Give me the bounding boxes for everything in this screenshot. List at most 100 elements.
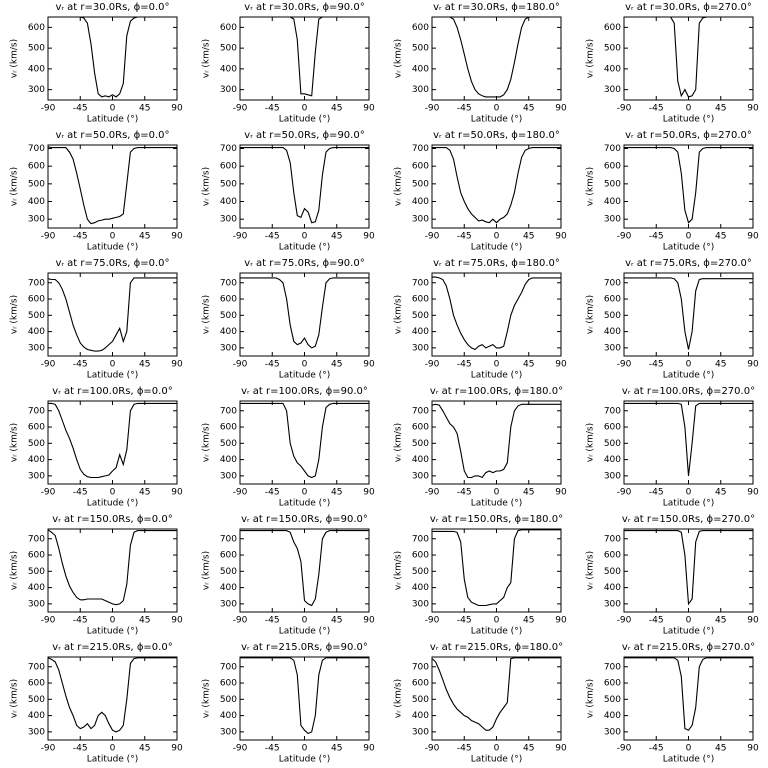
- x-axis-label: Latitude (°): [87, 755, 138, 765]
- y-tick-label: 300: [220, 599, 237, 609]
- panel-title: vᵣ at r=30.0Rs, ϕ=90.0°: [244, 2, 364, 13]
- panel: vᵣ at r=100.0Rs, ϕ=0.0° -90 -45 0 45 90 300 400…: [10, 386, 183, 509]
- x-axis-label: Latitude (°): [663, 627, 714, 637]
- x-tick-label: 45: [139, 104, 150, 114]
- y-tick-label: 600: [412, 423, 429, 433]
- x-tick-label: -90: [425, 488, 440, 498]
- x-tick-label: 90: [555, 744, 567, 754]
- y-axis-label: vᵣ (km/s): [586, 551, 596, 590]
- x-tick-label: 45: [715, 104, 726, 114]
- data-line: [48, 16, 177, 98]
- x-axis-label: Latitude (°): [471, 627, 522, 637]
- y-axis-label: vᵣ (km/s): [10, 423, 20, 462]
- y-axis-label: vᵣ (km/s): [394, 295, 404, 334]
- x-axis-label: Latitude (°): [471, 371, 522, 381]
- y-axis-label: vᵣ (km/s): [202, 167, 212, 206]
- x-tick-label: 45: [523, 104, 534, 114]
- panel-title: vᵣ at r=100.0Rs, ϕ=0.0°: [52, 386, 172, 397]
- x-tick-label: 45: [331, 616, 342, 626]
- y-tick-label: 500: [28, 567, 45, 577]
- y-tick-label: 500: [220, 179, 237, 189]
- panel: vᵣ at r=150.0Rs, ϕ=180.0° -90 -45 0 45 90 300 4…: [394, 514, 567, 637]
- panel-title: vᵣ at r=215.0Rs, ϕ=270.0°: [622, 642, 755, 653]
- y-axis-label: vᵣ (km/s): [586, 39, 596, 78]
- y-tick-label: 400: [412, 711, 429, 721]
- x-tick-label: 90: [555, 104, 567, 114]
- x-tick-label: 45: [715, 744, 726, 754]
- panel: vᵣ at r=50.0Rs, ϕ=270.0° -90 -45 0 45 90 300 40…: [586, 130, 759, 253]
- y-tick-label: 500: [412, 179, 429, 189]
- y-tick-label: 500: [412, 311, 429, 321]
- x-tick-label: 0: [302, 488, 308, 498]
- plot-frame: [239, 144, 370, 229]
- x-axis-label: Latitude (°): [279, 371, 330, 381]
- x-tick-label: -90: [41, 616, 56, 626]
- y-tick-label: 500: [604, 567, 621, 577]
- x-tick-label: 0: [110, 232, 116, 242]
- plot-frame: [623, 656, 754, 741]
- plot-frame: [431, 656, 562, 741]
- x-axis-label: Latitude (°): [87, 627, 138, 637]
- x-tick-label: -45: [265, 104, 280, 114]
- y-tick-label: 600: [604, 295, 621, 305]
- x-axis-label: Latitude (°): [87, 371, 138, 381]
- y-tick-label: 600: [28, 423, 45, 433]
- x-tick-label: -90: [425, 744, 440, 754]
- x-tick-label: -45: [649, 360, 664, 370]
- y-tick-label: 500: [412, 695, 429, 705]
- y-tick-label: 600: [220, 679, 237, 689]
- x-tick-label: 45: [523, 488, 534, 498]
- y-tick-label: 700: [220, 662, 237, 672]
- x-tick-label: -45: [265, 744, 280, 754]
- y-tick-label: 600: [220, 23, 237, 33]
- x-axis-label: Latitude (°): [663, 755, 714, 765]
- panel-title: vᵣ at r=50.0Rs, ϕ=180.0°: [433, 130, 560, 141]
- panel: vᵣ at r=30.0Rs, ϕ=90.0° -90 -45 0 45 90 300 400…: [202, 2, 375, 125]
- x-tick-label: 0: [494, 744, 500, 754]
- y-tick-label: 700: [220, 406, 237, 416]
- y-axis-label: vᵣ (km/s): [586, 167, 596, 206]
- x-tick-label: -90: [41, 104, 56, 114]
- x-axis-label: Latitude (°): [279, 755, 330, 765]
- y-tick-label: 400: [604, 327, 621, 337]
- x-tick-label: -45: [457, 744, 472, 754]
- y-tick-label: 700: [28, 406, 45, 416]
- y-tick-label: 400: [28, 327, 45, 337]
- data-line: [624, 147, 753, 224]
- y-tick-label: 300: [604, 599, 621, 609]
- x-tick-label: 90: [171, 488, 183, 498]
- y-tick-label: 600: [604, 551, 621, 561]
- x-tick-label: 45: [715, 360, 726, 370]
- x-tick-label: 0: [302, 360, 308, 370]
- plot-frame: [431, 528, 562, 613]
- y-tick-label: 300: [412, 471, 429, 481]
- y-tick-label: 300: [220, 85, 237, 95]
- x-tick-label: 0: [494, 360, 500, 370]
- x-tick-label: 90: [171, 360, 183, 370]
- y-tick-label: 300: [604, 215, 621, 225]
- y-tick-label: 400: [28, 583, 45, 593]
- x-tick-label: 90: [171, 616, 183, 626]
- x-tick-label: 90: [363, 616, 375, 626]
- y-tick-label: 700: [412, 406, 429, 416]
- x-tick-label: 45: [139, 616, 150, 626]
- panel: vᵣ at r=215.0Rs, ϕ=270.0° -90 -45 0 45 90 300 4…: [586, 642, 759, 765]
- x-tick-label: 45: [331, 104, 342, 114]
- y-tick-label: 500: [28, 695, 45, 705]
- panel: vᵣ at r=30.0Rs, ϕ=0.0° -90 -45 0 45 90 300 400 5…: [10, 2, 183, 125]
- panel: vᵣ at r=215.0Rs, ϕ=90.0° -90 -45 0 45 90 300 40…: [202, 642, 375, 765]
- x-tick-label: -90: [425, 360, 440, 370]
- x-tick-label: 0: [110, 616, 116, 626]
- panel-title: vᵣ at r=215.0Rs, ϕ=0.0°: [52, 642, 172, 653]
- y-tick-label: 500: [604, 439, 621, 449]
- y-tick-label: 600: [412, 551, 429, 561]
- y-axis-label: vᵣ (km/s): [10, 551, 20, 590]
- x-tick-label: 90: [555, 360, 567, 370]
- data-line: [624, 402, 753, 476]
- y-tick-label: 500: [412, 439, 429, 449]
- x-tick-label: -45: [73, 616, 88, 626]
- x-tick-label: -90: [617, 616, 632, 626]
- y-tick-label: 500: [412, 567, 429, 577]
- plot-frame: [47, 656, 178, 741]
- panel: vᵣ at r=215.0Rs, ϕ=0.0° -90 -45 0 45 90 300 400…: [10, 642, 183, 765]
